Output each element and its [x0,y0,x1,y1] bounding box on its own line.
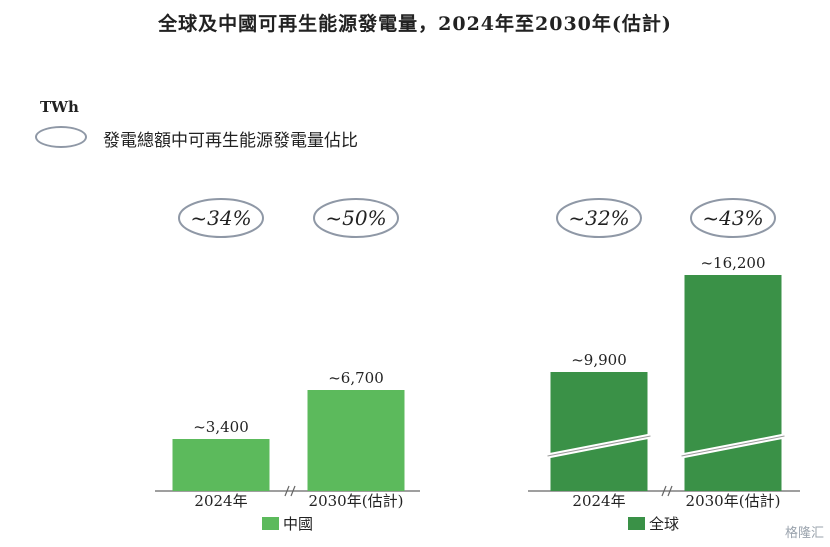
watermark: 格隆汇 [784,526,824,541]
x-tick-label: 2024年 [194,492,247,510]
axis-break-mark [284,485,290,497]
x-tick-label: 2024年 [572,492,625,510]
share-label: ~50% [325,206,386,230]
legend-label-china: 中國 [283,515,314,533]
x-tick-label: 2030年(估計) [309,492,404,510]
axis-break-mark [290,485,296,497]
bar-中國-1 [307,390,405,491]
share-label: ~43% [702,206,763,230]
chart-title: 全球及中國可再生能源發電量，2024年至2030年(估計) [158,13,672,35]
data-label: ~9,900 [571,351,627,369]
share-ellipse [178,198,264,238]
share-ellipse [313,198,399,238]
share-legend-label: 發電總額中可再生能源發電量佔比 [103,131,358,151]
data-label: ~6,700 [328,369,384,387]
share-ellipse-icon [35,126,87,148]
legend-label-global: 全球 [649,515,680,533]
share-ellipse [556,198,642,238]
share-label: ~32% [568,206,629,230]
legend-swatch-global [628,517,645,530]
bar-全球-1 [684,275,782,491]
bar-中國-0 [172,439,270,491]
legend-swatch-china [262,517,279,530]
x-tick-label: 2030年(估計) [686,492,781,510]
share-ellipse [690,198,776,238]
data-label: ~3,400 [193,418,249,436]
unit-label: TWh [40,98,79,116]
data-label: ~16,200 [700,254,765,272]
bar-break-line [681,435,785,457]
axis-break-mark [667,485,673,497]
axis-break-mark [661,485,667,497]
share-label: ~34% [190,206,251,230]
bar-break-line [547,435,651,457]
bar-全球-0 [550,372,648,491]
